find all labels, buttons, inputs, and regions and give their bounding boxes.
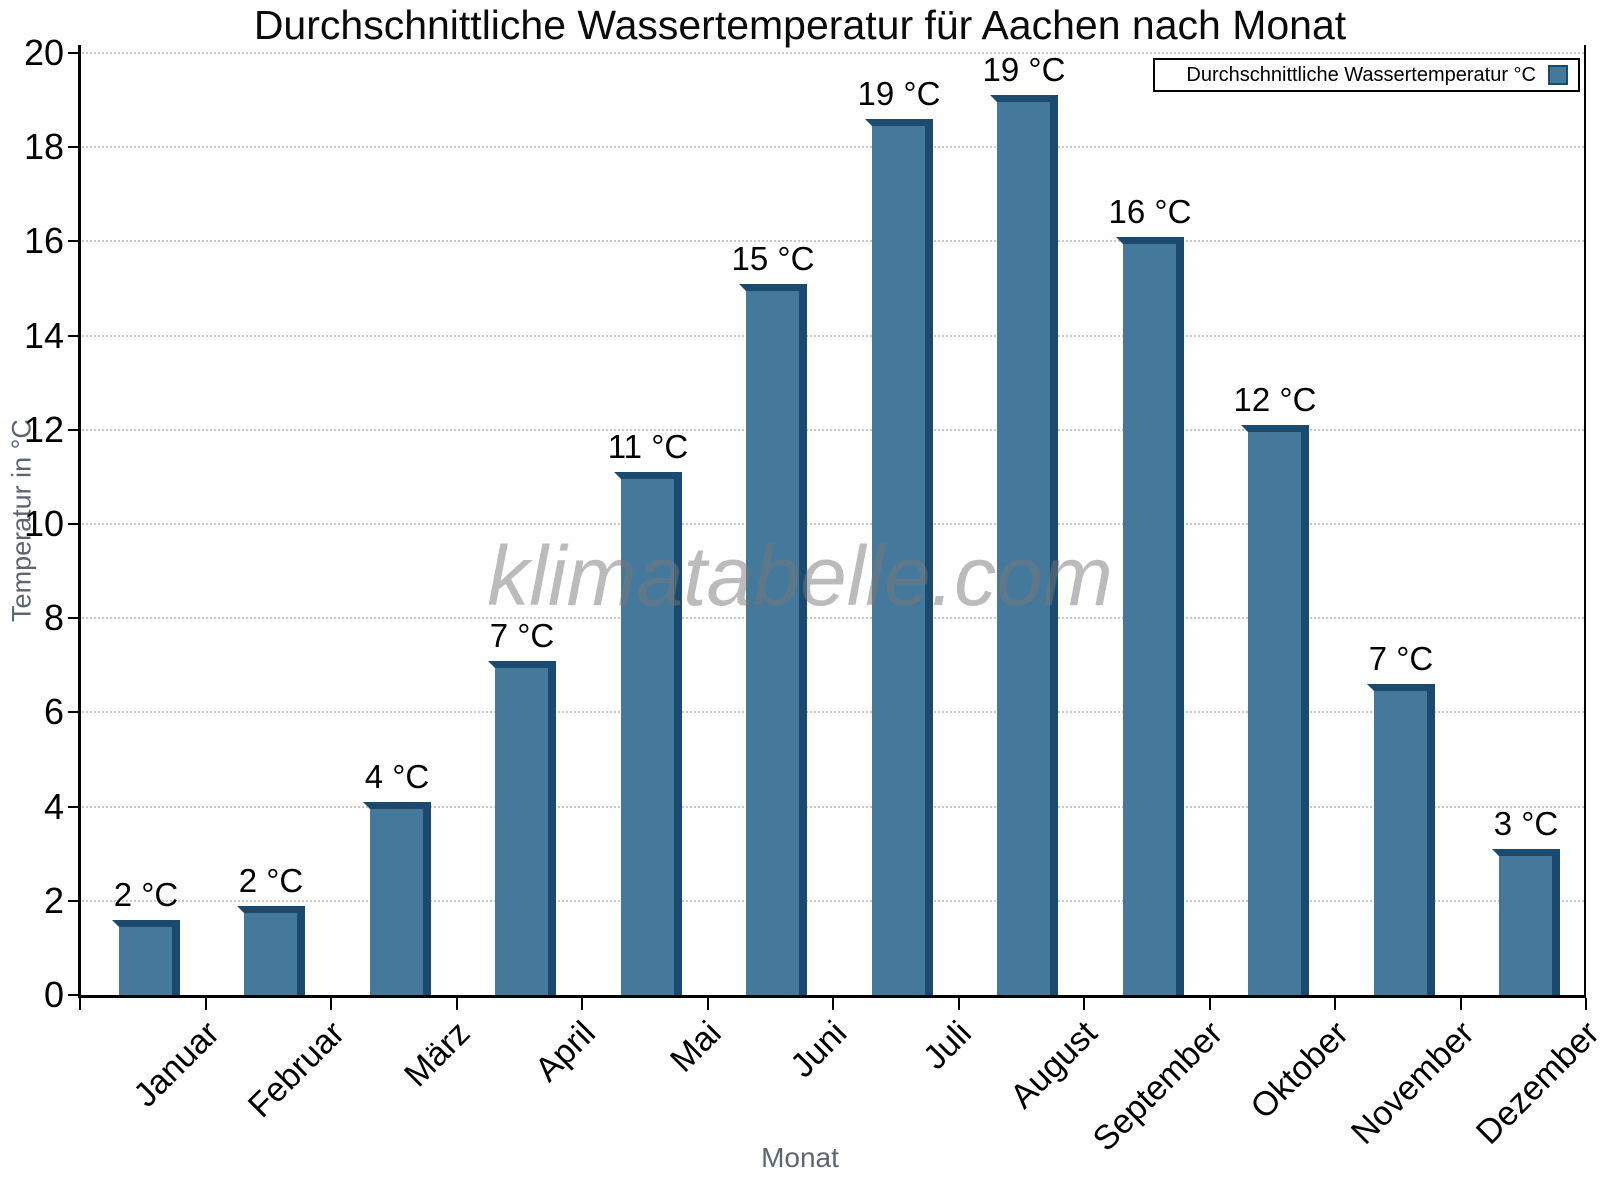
y-tick-18 [68, 146, 80, 149]
x-label-april: April [527, 1014, 603, 1089]
x-tick-10 [1334, 998, 1336, 1010]
bar-märz [363, 802, 431, 995]
x-label-juni: Juni [782, 1014, 854, 1085]
gridline-16 [82, 240, 1584, 243]
x-tick-6 [832, 998, 834, 1010]
gridline-10 [82, 523, 1584, 525]
gridline-18 [82, 146, 1584, 149]
bar-value-märz: 4 °C [364, 758, 430, 795]
gridline-4 [82, 805, 1584, 808]
bar-value-oktober: 12 °C [1233, 381, 1317, 418]
x-label-oktober: Oktober [1243, 1014, 1356, 1127]
y-tick-label-12: 12 [23, 408, 64, 450]
y-tick-12 [68, 428, 80, 431]
x-tick-12 [1585, 998, 1587, 1010]
bar-mai [614, 472, 682, 995]
legend: Durchschnittliche Wassertemperatur °C [1153, 58, 1580, 92]
bar-value-april: 7 °C [489, 617, 555, 654]
bar-value-september: 16 °C [1108, 193, 1192, 230]
bar-value-februar: 2 °C [238, 862, 304, 899]
y-tick-20 [68, 52, 80, 54]
x-axis-line [78, 995, 1586, 998]
bar-september [1116, 237, 1184, 995]
y-tick-label-18: 18 [23, 126, 64, 168]
bar-value-januar: 2 °C [113, 876, 179, 913]
bar-august [990, 95, 1058, 995]
x-label-februar: Februar [240, 1014, 352, 1126]
y-tick-label-8: 8 [43, 597, 64, 639]
y-tick-label-14: 14 [23, 314, 64, 356]
bar-dezember [1492, 849, 1560, 995]
x-tick-7 [957, 998, 960, 1010]
gridline-2 [82, 899, 1584, 902]
y-axis-line [78, 45, 81, 998]
x-label-september: September [1085, 1014, 1231, 1159]
y-tick-label-16: 16 [23, 220, 64, 262]
x-tick-8 [1083, 998, 1085, 1010]
y-tick-label-2: 2 [43, 879, 64, 921]
x-label-januar: Januar [125, 1014, 227, 1115]
y-tick-4 [68, 805, 80, 808]
bar-value-dezember: 3 °C [1493, 805, 1559, 842]
x-label-juli: Juli [916, 1014, 980, 1077]
x-tick-2 [330, 998, 332, 1010]
right-frame-line [1584, 45, 1586, 998]
y-tick-16 [68, 240, 80, 243]
legend-color-swatch-icon [1548, 65, 1568, 85]
x-tick-5 [706, 998, 709, 1010]
bar-value-juli: 19 °C [857, 75, 941, 112]
y-tick-label-6: 6 [43, 691, 64, 733]
bar-juni [739, 284, 807, 995]
gridline-8 [82, 617, 1584, 620]
bar-value-august: 19 °C [982, 51, 1066, 88]
x-label-dezember: Dezember [1469, 1014, 1600, 1152]
bar-juli [865, 119, 933, 995]
gridline-14 [82, 334, 1584, 337]
bar-april [488, 661, 556, 995]
x-tick-11 [1459, 998, 1462, 1010]
y-tick-2 [68, 899, 80, 902]
x-axis-title: Monat [761, 1142, 839, 1173]
x-label-august: August [1003, 1014, 1105, 1116]
bar-november [1367, 684, 1435, 995]
y-tick-label-20: 20 [23, 32, 64, 73]
x-tick-9 [1208, 998, 1211, 1010]
x-tick-4 [581, 998, 583, 1010]
y-tick-8 [68, 617, 80, 620]
x-tick-3 [455, 998, 458, 1010]
y-tick-10 [68, 523, 80, 525]
y-tick-label-10: 10 [23, 503, 64, 544]
bar-value-mai: 11 °C [607, 428, 689, 465]
y-tick-0 [68, 994, 80, 996]
x-label-mai: Mai [662, 1014, 729, 1080]
gridline-6 [82, 711, 1584, 714]
y-tick-label-0: 0 [43, 974, 64, 1015]
x-tick-1 [204, 998, 207, 1010]
y-tick-label-4: 4 [43, 785, 64, 827]
x-label-märz: März [397, 1014, 478, 1095]
bar-value-november: 7 °C [1368, 640, 1434, 677]
x-tick-0 [79, 998, 81, 1010]
y-tick-6 [68, 711, 80, 714]
legend-label: Durchschnittliche Wassertemperatur °C [1186, 63, 1536, 86]
bar-februar [237, 906, 305, 995]
bar-januar [112, 920, 180, 995]
gridline-12 [82, 428, 1584, 431]
y-tick-14 [68, 334, 80, 337]
bar-value-juni: 15 °C [731, 240, 815, 277]
chart-title: Durchschnittliche Wassertemperatur für A… [253, 2, 1347, 48]
x-label-november: November [1343, 1014, 1482, 1152]
gridline-20 [82, 52, 1584, 54]
bar-oktober [1241, 425, 1309, 995]
